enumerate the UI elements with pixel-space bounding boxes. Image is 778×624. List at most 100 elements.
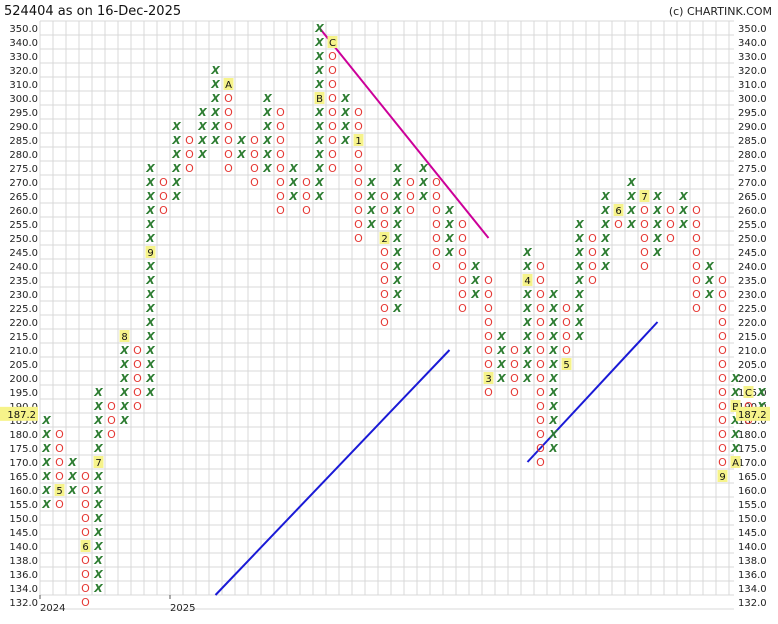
y-tick-label: 145.0	[738, 528, 767, 539]
o-box: O	[224, 92, 233, 105]
x-box: X	[119, 414, 129, 427]
x-box: X	[93, 414, 103, 427]
y-tick-label: 235.0	[9, 276, 38, 287]
month-marker: A	[732, 458, 739, 469]
x-box: X	[119, 372, 129, 385]
month-marker-bg	[353, 134, 364, 146]
o-box: O	[536, 456, 545, 469]
o-box: O	[81, 554, 90, 567]
o-box: O	[354, 232, 363, 245]
o-box: O	[432, 218, 441, 231]
x-box: X	[197, 148, 207, 161]
x-box: X	[392, 190, 402, 203]
x-box: X	[392, 162, 402, 175]
y-tick-label: 350.0	[738, 24, 767, 35]
o-box: O	[588, 232, 597, 245]
y-axis-right: 132.0 134.0 136.0 138.0 140.0 145.0 150.0 155.0…	[738, 24, 767, 609]
x-box: X	[626, 190, 636, 203]
o-box: O	[536, 344, 545, 357]
y-tick-label: 340.0	[9, 38, 38, 49]
o-box: O	[536, 330, 545, 343]
x-box: X	[730, 428, 740, 441]
o-box: O	[276, 176, 285, 189]
x-box: X	[93, 498, 103, 511]
x-box: X	[444, 218, 454, 231]
y-tick-label: 310.0	[9, 80, 38, 91]
last-price-box	[0, 406, 38, 421]
x-box: X	[145, 330, 155, 343]
y-tick-label: 230.0	[9, 290, 38, 301]
o-box: O	[718, 386, 727, 399]
x-box: X	[314, 78, 324, 91]
o-box: O	[380, 246, 389, 259]
o-box: O	[354, 162, 363, 175]
o-box: O	[354, 148, 363, 161]
x-box: X	[756, 386, 766, 399]
x-box: X	[522, 302, 532, 315]
o-box: O	[354, 204, 363, 217]
y-tick-label: 165.0	[9, 472, 38, 483]
y-tick-label: 270.0	[9, 178, 38, 189]
x-box: X	[574, 316, 584, 329]
x-box: X	[756, 400, 766, 413]
o-box: O	[55, 442, 64, 455]
x-box: X	[522, 246, 532, 259]
o-box: O	[107, 428, 116, 441]
x-tick-label: 2025	[170, 603, 195, 614]
o-box: O	[692, 260, 701, 273]
x-box: X	[522, 288, 532, 301]
pnf-column: XX	[756, 386, 766, 413]
x-box: X	[145, 218, 155, 231]
last-price-right: 187.2	[736, 406, 770, 421]
month-marker-bg	[379, 232, 390, 244]
x-box: X	[236, 148, 246, 161]
x-axis: 2024 2025	[39, 595, 195, 614]
y-tick-label: 136.0	[738, 570, 767, 581]
x-box: X	[119, 400, 129, 413]
y-tick-label: 170.0	[9, 458, 38, 469]
o-box: O	[744, 400, 753, 413]
y-tick-label: 265.0	[9, 192, 38, 203]
month-marker-bg	[717, 470, 728, 482]
y-tick-label: 175.0	[9, 444, 38, 455]
y-tick-label: 225.0	[9, 304, 38, 315]
x-box: X	[574, 246, 584, 259]
o-box: O	[224, 162, 233, 175]
x-box: X	[145, 316, 155, 329]
x-box: X	[678, 190, 688, 203]
y-tick-label: 200.0	[738, 374, 767, 385]
o-box: O	[536, 288, 545, 301]
x-box: X	[678, 218, 688, 231]
x-box: X	[340, 106, 350, 119]
y-tick-label: 275.0	[9, 164, 38, 175]
pnf-column: XXX	[470, 260, 480, 301]
o-box: O	[432, 176, 441, 189]
o-box: O	[588, 246, 597, 259]
x-box: X	[171, 176, 181, 189]
o-box: O	[133, 372, 142, 385]
support-trendline-1	[214, 349, 451, 596]
pnf-column: OOO	[666, 204, 675, 245]
o-box: O	[536, 400, 545, 413]
x-box: X	[366, 176, 376, 189]
o-box: O	[354, 218, 363, 231]
o-box: O	[640, 204, 649, 217]
o-box: O	[562, 302, 571, 315]
x-tick-label: 2024	[40, 603, 65, 614]
o-box: O	[510, 344, 519, 357]
y-tick-label: 280.0	[738, 150, 767, 161]
y-tick-label: 260.0	[738, 206, 767, 217]
y-tick-label: 155.0	[738, 500, 767, 511]
o-box: O	[484, 316, 493, 329]
x-box: X	[548, 442, 558, 455]
x-box: X	[145, 190, 155, 203]
